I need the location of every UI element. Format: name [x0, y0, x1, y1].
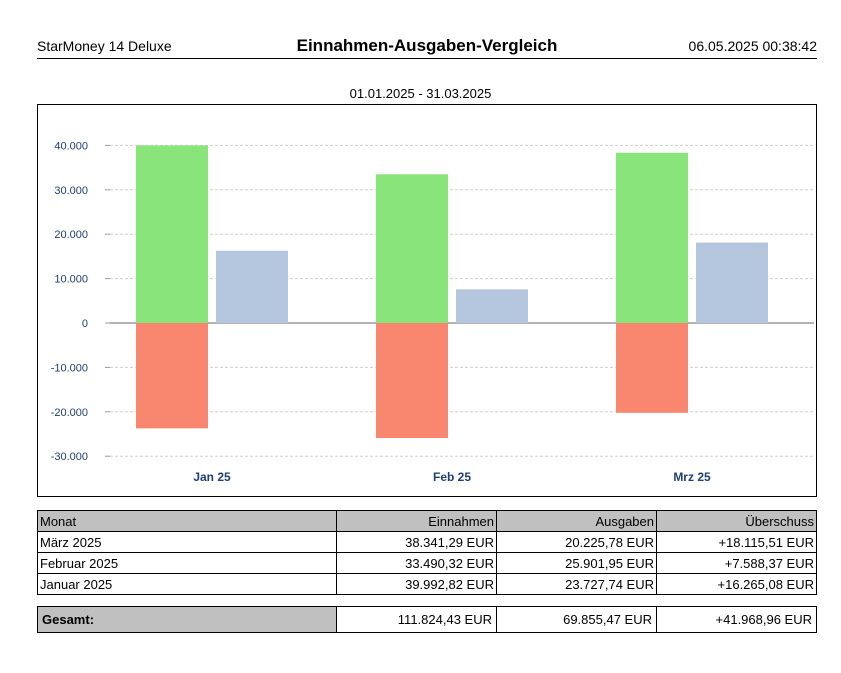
- total-surplus: +41.968,96 EUR: [656, 606, 817, 633]
- surplus-bar: [696, 242, 768, 323]
- cell-income: 33.490,32 EUR: [336, 552, 497, 574]
- income-expense-chart: 40.000 30.000 20.000 10.000 0 -10.000 -20.000 -…: [51, 140, 814, 484]
- income-bar: [376, 174, 448, 323]
- cell-expense: 20.225,78 EUR: [496, 531, 657, 553]
- summary-table: Monat Einnahmen Ausgaben Überschuss März…: [37, 510, 817, 595]
- expense-bar: [616, 323, 688, 413]
- table-row: Februar 2025 33.490,32 EUR 25.901,95 EUR…: [37, 552, 817, 574]
- income-bar: [616, 152, 688, 323]
- x-category-label: Jan 25: [193, 470, 231, 484]
- y-tick-label: -20.000: [51, 407, 88, 419]
- expense-bar: [136, 323, 208, 429]
- chart-panel: 40.000 30.000 20.000 10.000 0 -10.000 -20.000 -…: [37, 104, 817, 497]
- surplus-bar: [456, 289, 528, 323]
- cell-income: 39.992,82 EUR: [336, 573, 497, 595]
- table-row: März 2025 38.341,29 EUR 20.225,78 EUR +1…: [37, 531, 817, 553]
- report-title: Einnahmen-Ausgaben-Vergleich: [296, 36, 558, 55]
- cell-month: Februar 2025: [37, 552, 337, 574]
- y-tick-label: -30.000: [51, 451, 88, 463]
- y-tick-label: 10.000: [54, 274, 88, 286]
- col-header-month: Monat: [37, 510, 337, 532]
- cell-expense: 23.727,74 EUR: [496, 573, 657, 595]
- cell-expense: 25.901,95 EUR: [496, 552, 657, 574]
- col-header-expense: Ausgaben: [496, 510, 657, 532]
- expense-bar: [376, 323, 448, 439]
- surplus-bar: [216, 250, 288, 323]
- cell-surplus: +18.115,51 EUR: [656, 531, 817, 553]
- y-tick-label: 20.000: [54, 229, 88, 241]
- report-header: StarMoney 14 Deluxe Einnahmen-Ausgaben-V…: [37, 36, 817, 59]
- cell-income: 38.341,29 EUR: [336, 531, 497, 553]
- cell-surplus: +16.265,08 EUR: [656, 573, 817, 595]
- x-category-label: Feb 25: [433, 470, 471, 484]
- report-timestamp: 06.05.2025 00:38:42: [688, 38, 817, 54]
- total-expense: 69.855,47 EUR: [496, 606, 657, 633]
- cell-surplus: +7.588,37 EUR: [656, 552, 817, 574]
- cell-month: Januar 2025: [37, 573, 337, 595]
- table-header-row: Monat Einnahmen Ausgaben Überschuss: [37, 510, 817, 532]
- x-category-label: Mrz 25: [673, 470, 711, 484]
- y-tick-label: 40.000: [54, 140, 88, 152]
- y-tick-label: 30.000: [54, 185, 88, 197]
- col-header-income: Einnahmen: [336, 510, 497, 532]
- total-label: Gesamt:: [37, 606, 337, 633]
- table-row: Januar 2025 39.992,82 EUR 23.727,74 EUR …: [37, 573, 817, 595]
- cell-month: März 2025: [37, 531, 337, 553]
- income-bar: [136, 145, 208, 323]
- col-header-surplus: Überschuss: [656, 510, 817, 532]
- total-row: Gesamt: 111.824,43 EUR 69.855,47 EUR +41…: [37, 606, 817, 633]
- y-tick-label: 0: [82, 318, 88, 330]
- total-income: 111.824,43 EUR: [336, 606, 497, 633]
- app-name: StarMoney 14 Deluxe: [37, 38, 172, 54]
- y-tick-label: -10.000: [51, 362, 88, 374]
- report-period: 01.01.2025 - 31.03.2025: [349, 86, 492, 101]
- total-table: Gesamt: 111.824,43 EUR 69.855,47 EUR +41…: [37, 606, 817, 633]
